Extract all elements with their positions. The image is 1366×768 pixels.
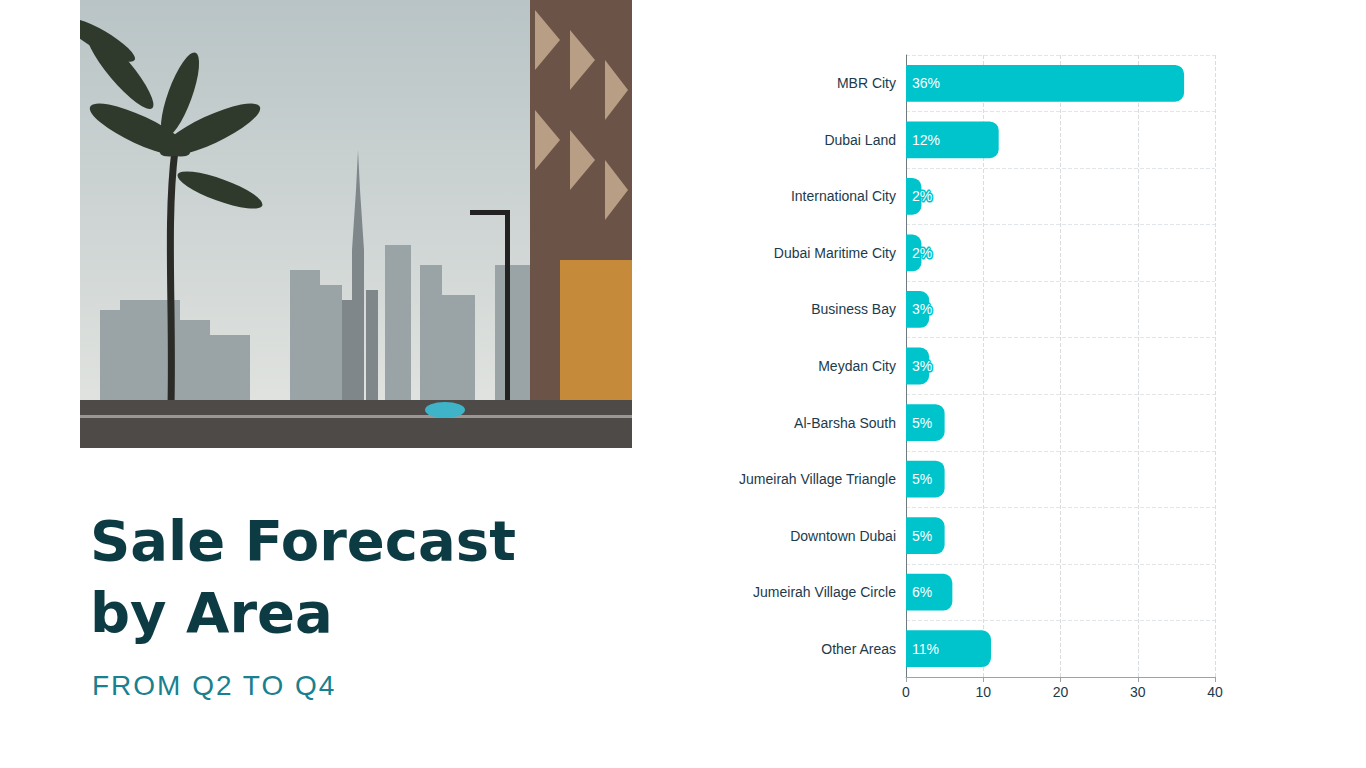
svg-text:3%: 3%: [912, 358, 932, 374]
svg-text:5%: 5%: [912, 528, 932, 544]
svg-text:MBR City: MBR City: [837, 75, 896, 91]
svg-text:2%: 2%: [912, 245, 932, 261]
svg-text:Jumeirah Village Circle: Jumeirah Village Circle: [753, 584, 896, 600]
svg-text:Jumeirah Village Triangle: Jumeirah Village Triangle: [739, 471, 896, 487]
svg-text:Downtown Dubai: Downtown Dubai: [790, 528, 896, 544]
svg-text:30: 30: [1130, 684, 1146, 700]
svg-text:Meydan City: Meydan City: [818, 358, 896, 374]
svg-text:5%: 5%: [912, 415, 932, 431]
svg-text:11%: 11%: [912, 641, 939, 657]
svg-text:3%: 3%: [912, 301, 932, 317]
html-text:Sale Forecast by Area: Sale Forecast by Area: [90, 508, 516, 645]
svg-text:Dubai Land: Dubai Land: [824, 132, 896, 148]
svg-text:Dubai Maritime City: Dubai Maritime City: [774, 245, 896, 261]
svg-text:36%: 36%: [912, 75, 940, 91]
svg-text:0: 0: [902, 684, 910, 700]
svg-text:6%: 6%: [912, 584, 932, 600]
svg-text:40: 40: [1207, 684, 1223, 700]
svg-text:12%: 12%: [912, 132, 940, 148]
html-text:FROM Q2 TO Q4: FROM Q2 TO Q4: [92, 670, 337, 701]
svg-text:10: 10: [975, 684, 991, 700]
svg-text:5%: 5%: [912, 471, 932, 487]
svg-text:International City: International City: [791, 188, 896, 204]
svg-text:Al-Barsha South: Al-Barsha South: [794, 415, 896, 431]
svg-text:20: 20: [1053, 684, 1069, 700]
svg-text:2%: 2%: [912, 188, 932, 204]
svg-text:Other Areas: Other Areas: [821, 641, 896, 657]
svg-text:Business Bay: Business Bay: [811, 301, 896, 317]
